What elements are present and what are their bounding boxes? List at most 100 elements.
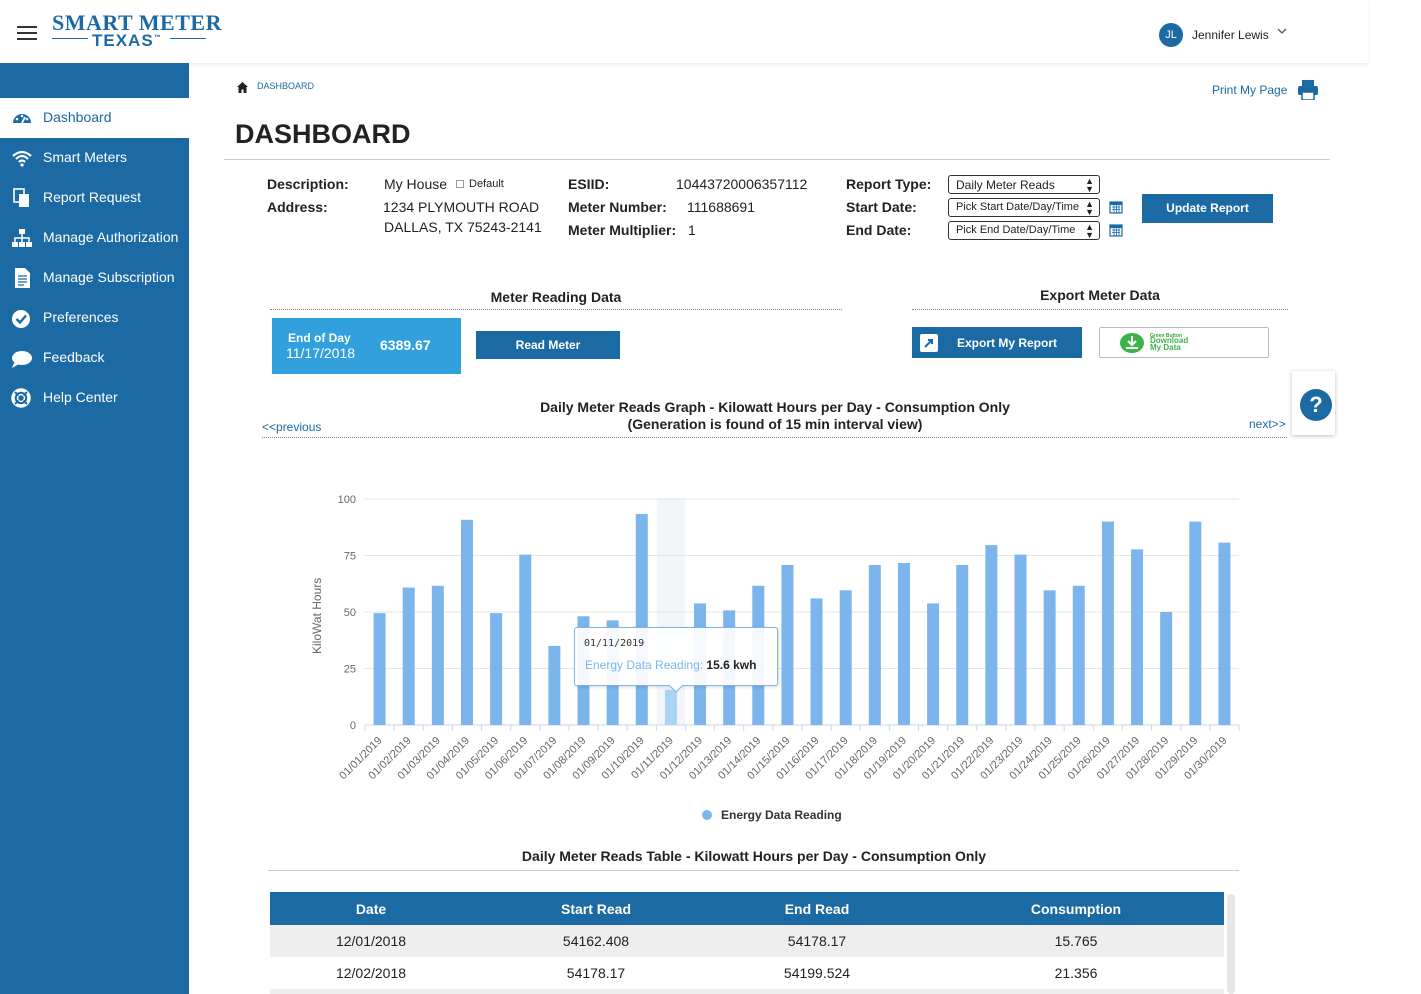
bar-01/01/2019[interactable] (373, 613, 386, 725)
bar-01/23/2019[interactable] (1014, 554, 1027, 725)
export-label: Export My Report (957, 336, 1058, 350)
sidebar-item-report-request[interactable]: Report Request (0, 178, 189, 218)
end-of-day-label: End of Day (288, 331, 351, 345)
chevron-down-icon[interactable] (1277, 26, 1287, 39)
end-date-select[interactable]: Pick End Date/Day/Time ▲ ▼ (948, 221, 1100, 240)
sidebar-item-manage-subscription[interactable]: Manage Subscription (0, 258, 189, 298)
user-name[interactable]: Jennifer Lewis (1192, 28, 1269, 42)
legend-swatch[interactable] (702, 810, 712, 820)
table-title: Daily Meter Reads Table - Kilowatt Hours… (521, 848, 987, 864)
bar-01/02/2019[interactable] (402, 587, 415, 725)
table-scrollbar[interactable] (1227, 894, 1235, 994)
bar-01/06/2019[interactable] (519, 554, 532, 725)
tooltip-date: 01/11/2019 (584, 638, 645, 649)
bar-01/28/2019[interactable] (1160, 612, 1173, 725)
bar-01/03/2019[interactable] (431, 585, 444, 725)
document-lines-icon (15, 268, 30, 288)
avatar[interactable]: JL (1159, 23, 1183, 47)
end-of-day-date: 11/17/2018 (286, 345, 356, 361)
sidebar-item-label: Manage Subscription (43, 269, 175, 285)
sidebar-item-dashboard[interactable]: Dashboard (0, 98, 189, 138)
address-line2: DALLAS, TX 75243-2141 (384, 219, 542, 235)
help-tab[interactable]: ? (1292, 371, 1335, 435)
meter-reading-title: Meter Reading Data (490, 289, 622, 305)
green-button-label: Download My Data (1150, 336, 1189, 352)
check-circle-icon (12, 310, 30, 328)
bar-01/26/2019[interactable] (1101, 521, 1114, 725)
bar-01/18/2019[interactable] (868, 564, 881, 725)
sidebar-item-manage-authorization[interactable]: Manage Authorization (0, 218, 189, 258)
calendar-icon[interactable] (1109, 200, 1123, 214)
sidebar-item-label: Feedback (43, 349, 105, 365)
end-date-label: End Date: (846, 222, 912, 238)
bar-01/15/2019[interactable] (781, 564, 794, 725)
end-of-day-reading-box: End of Day 11/17/2018 6389.67 (272, 318, 461, 374)
cell-date: 12/01/2018 (335, 933, 407, 949)
col-consumption[interactable]: Consumption (1030, 901, 1122, 917)
default-label: Default (469, 178, 504, 190)
logo-smart-meter[interactable]: SMART METER (52, 10, 222, 35)
tooltip-series: Energy Data Reading: 15.6 kwh (585, 658, 757, 672)
bar-01/11/2019[interactable] (664, 689, 677, 725)
y-tick-label: 25 (344, 664, 356, 676)
bar-01/29/2019[interactable] (1189, 521, 1202, 725)
bar-01/27/2019[interactable] (1131, 549, 1144, 725)
bar-01/19/2019[interactable] (897, 562, 910, 725)
esiid-label: ESIID: (568, 176, 610, 192)
help-question-icon[interactable]: ? (1300, 389, 1332, 421)
printer-icon[interactable] (1297, 80, 1319, 100)
calendar-icon[interactable] (1109, 223, 1123, 237)
report-type-select[interactable]: Daily Meter Reads ▲ ▼ (948, 175, 1100, 194)
logo-rule-left (52, 38, 88, 39)
table-header: Date Start Read End Read Consumption (270, 892, 1224, 925)
col-end-read[interactable]: End Read (784, 901, 850, 917)
bar-01/24/2019[interactable] (1043, 590, 1056, 725)
bar-01/22/2019[interactable] (985, 545, 998, 725)
bar-01/17/2019[interactable] (839, 590, 852, 725)
bar-01/10/2019[interactable] (635, 513, 648, 725)
sidebar-item-help-center[interactable]: Help Center (0, 378, 189, 418)
documents-icon (13, 188, 29, 207)
esiid-value: 10443720006357112 (676, 176, 808, 192)
legend-label[interactable]: Energy Data Reading (721, 808, 842, 822)
bar-01/25/2019[interactable] (1072, 585, 1085, 725)
bar-01/21/2019[interactable] (956, 564, 969, 725)
bar-01/20/2019[interactable] (927, 603, 940, 725)
col-date[interactable]: Date (355, 901, 387, 917)
print-page-link[interactable]: Print My Page (1212, 83, 1288, 97)
update-report-button[interactable]: Update Report (1142, 194, 1273, 223)
export-my-report-button[interactable]: Export My Report (912, 327, 1082, 358)
table-title-divider (268, 870, 1239, 871)
start-date-select[interactable]: Pick Start Date/Day/Time ▲ ▼ (948, 198, 1100, 217)
wifi-icon (12, 150, 32, 167)
home-icon[interactable] (237, 82, 248, 93)
cell-consumption: 21.356 (1054, 965, 1098, 981)
bar-01/16/2019[interactable] (810, 598, 823, 725)
sidebar-item-label: Smart Meters (43, 149, 128, 165)
chart-tooltip: 01/11/2019 Energy Data Reading: 15.6 kwh (574, 627, 778, 693)
reading-value: 6389.67 (380, 337, 431, 353)
meter-multiplier-label: Meter Multiplier: (568, 222, 677, 238)
cell-start-read: 54162.408 (562, 933, 630, 949)
col-start-read[interactable]: Start Read (560, 901, 632, 917)
previous-link[interactable]: <<previous (262, 420, 322, 434)
bar-01/04/2019[interactable] (460, 519, 473, 725)
bar-01/05/2019[interactable] (490, 613, 503, 725)
next-link[interactable]: next>> (1249, 417, 1286, 431)
green-button-download[interactable]: Green Button Download My Data (1099, 327, 1269, 358)
dashboard-gauge-icon (13, 114, 31, 124)
cell-end-read: 54199.524 (783, 965, 851, 981)
description-label: Description: (267, 176, 349, 192)
sidebar-item-smart-meters[interactable]: Smart Meters (0, 138, 189, 178)
sidebar-item-feedback[interactable]: Feedback (0, 338, 189, 378)
life-ring-icon (11, 388, 31, 408)
sidebar-item-preferences[interactable]: Preferences (0, 298, 189, 338)
default-checkbox[interactable] (456, 180, 464, 188)
read-meter-button[interactable]: Read Meter (476, 331, 620, 359)
bar-01/07/2019[interactable] (548, 645, 561, 725)
bar-01/30/2019[interactable] (1218, 542, 1231, 725)
breadcrumb[interactable]: DASHBOARD (257, 81, 315, 91)
address-line1: 1234 PLYMOUTH ROAD (383, 199, 540, 215)
hamburger-menu-icon[interactable] (17, 26, 37, 42)
